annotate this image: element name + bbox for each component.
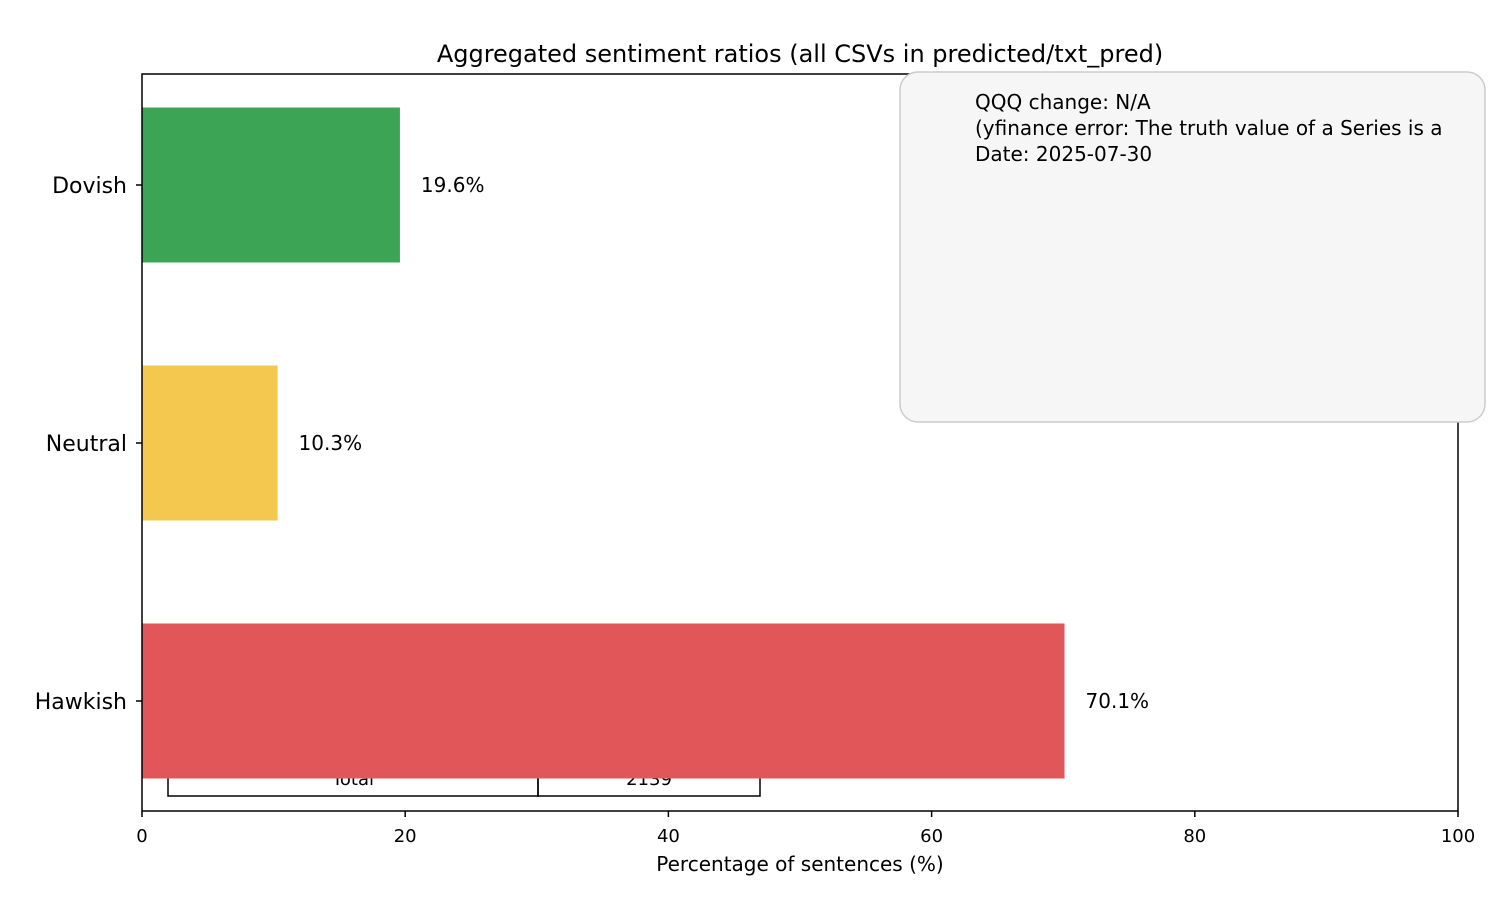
category-label-dovish: Dovish	[52, 174, 127, 199]
x-tick-label-80: 80	[1183, 826, 1206, 847]
bar-neutral	[142, 365, 278, 521]
category-label-group: Dovish Neutral Hawkish	[35, 174, 142, 715]
annotation-line-3: Date: 2025-07-30	[975, 142, 1152, 166]
bar-group	[142, 107, 1065, 779]
x-tick-group: 0 20 40 60 80 100	[136, 811, 1475, 847]
value-label-dovish: 19.6%	[421, 173, 485, 197]
annotation-line-2: (yfinance error: The truth value of a Se…	[975, 116, 1443, 140]
x-axis-label: Percentage of sentences (%)	[656, 852, 943, 876]
category-label-neutral: Neutral	[46, 432, 127, 457]
plot-frame	[141, 73, 1459, 812]
value-label-neutral: 10.3%	[299, 431, 363, 455]
value-label-group: 19.6% 10.3% 70.1%	[299, 173, 1150, 713]
x-tick-label-60: 60	[920, 826, 943, 847]
x-tick-label-0: 0	[136, 826, 147, 847]
annotation-line-1: QQQ change: N/A	[975, 90, 1151, 114]
x-tick-label-40: 40	[657, 826, 680, 847]
bar-dovish	[142, 107, 400, 263]
annotation-background	[899, 71, 1486, 423]
bar-hawkish	[142, 623, 1065, 779]
chart-title: Aggregated sentiment ratios (all CSVs in…	[437, 40, 1163, 68]
x-tick-label-100: 100	[1441, 826, 1475, 847]
category-label-hawkish: Hawkish	[35, 690, 127, 715]
annotation-box: QQQ change: N/A (yfinance error: The tru…	[899, 71, 1486, 423]
value-label-hawkish: 70.1%	[1086, 689, 1150, 713]
x-tick-label-20: 20	[394, 826, 417, 847]
